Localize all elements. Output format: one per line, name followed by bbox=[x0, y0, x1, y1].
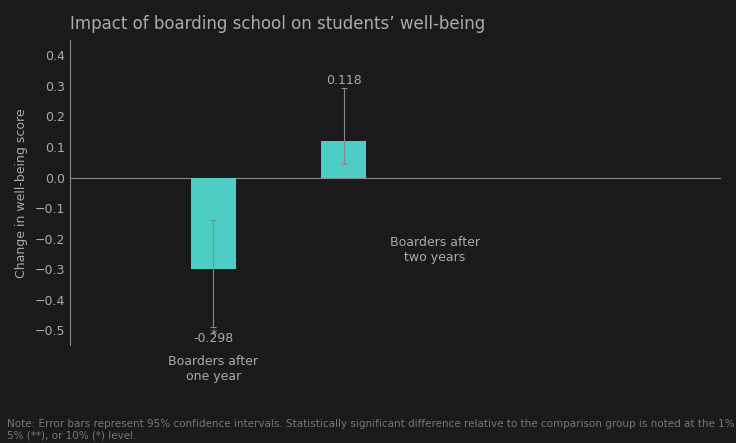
Text: Impact of boarding school on students’ well-being: Impact of boarding school on students’ w… bbox=[71, 15, 486, 33]
Bar bbox=[321, 141, 367, 178]
Text: Note: Error bars represent 95% confidence intervals. Statistically significant d: Note: Error bars represent 95% confidenc… bbox=[7, 419, 736, 441]
Text: *: * bbox=[210, 328, 216, 341]
Text: Boarders after
two years: Boarders after two years bbox=[389, 236, 480, 264]
Bar bbox=[191, 178, 236, 268]
Text: 0.118: 0.118 bbox=[326, 74, 361, 86]
Y-axis label: Change in well-being score: Change in well-being score bbox=[15, 108, 28, 278]
Text: Boarders after
one year: Boarders after one year bbox=[169, 355, 258, 383]
Text: -0.298: -0.298 bbox=[194, 332, 233, 345]
